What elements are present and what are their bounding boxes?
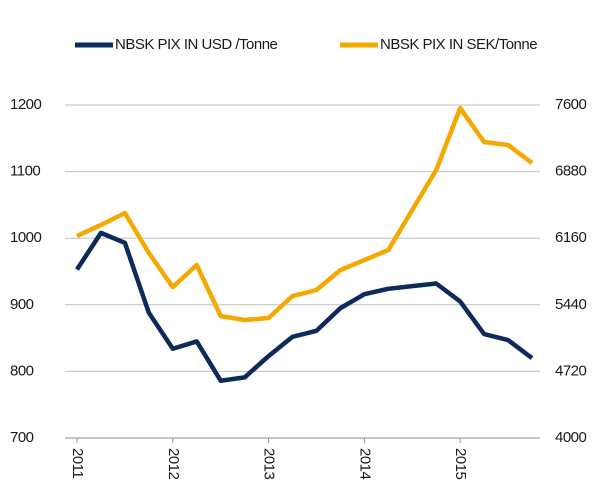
y-tick-label: 800 [10,362,34,379]
y-tick-label: 900 [10,296,34,313]
y-tick-label: 700 [10,429,34,446]
x-tick-label: 2014 [356,448,373,480]
y-tick-label: 1200 [10,96,42,113]
y2-tick-label: 7600 [555,96,587,113]
legend-label: NBSK PIX IN USD /Tonne [115,36,278,53]
y-tick-label: 1100 [10,163,40,180]
y2-tick-label: 4000 [555,429,587,446]
x-tick-label: 2011 [69,448,86,478]
y2-tick-label: 5440 [555,296,587,313]
y2-tick-label: 6160 [555,229,587,246]
y2-tick-label: 6880 [555,163,587,180]
x-tick-label: 2012 [165,448,182,480]
y2-tick-label: 4720 [555,362,587,379]
x-tick-label: 2013 [261,448,278,480]
y-tick-label: 1000 [10,229,42,246]
legend-label: NBSK PIX IN SEK/Tonne [380,36,537,53]
series-line [75,230,534,383]
series-line [76,105,534,323]
x-tick-label: 2015 [452,448,469,480]
